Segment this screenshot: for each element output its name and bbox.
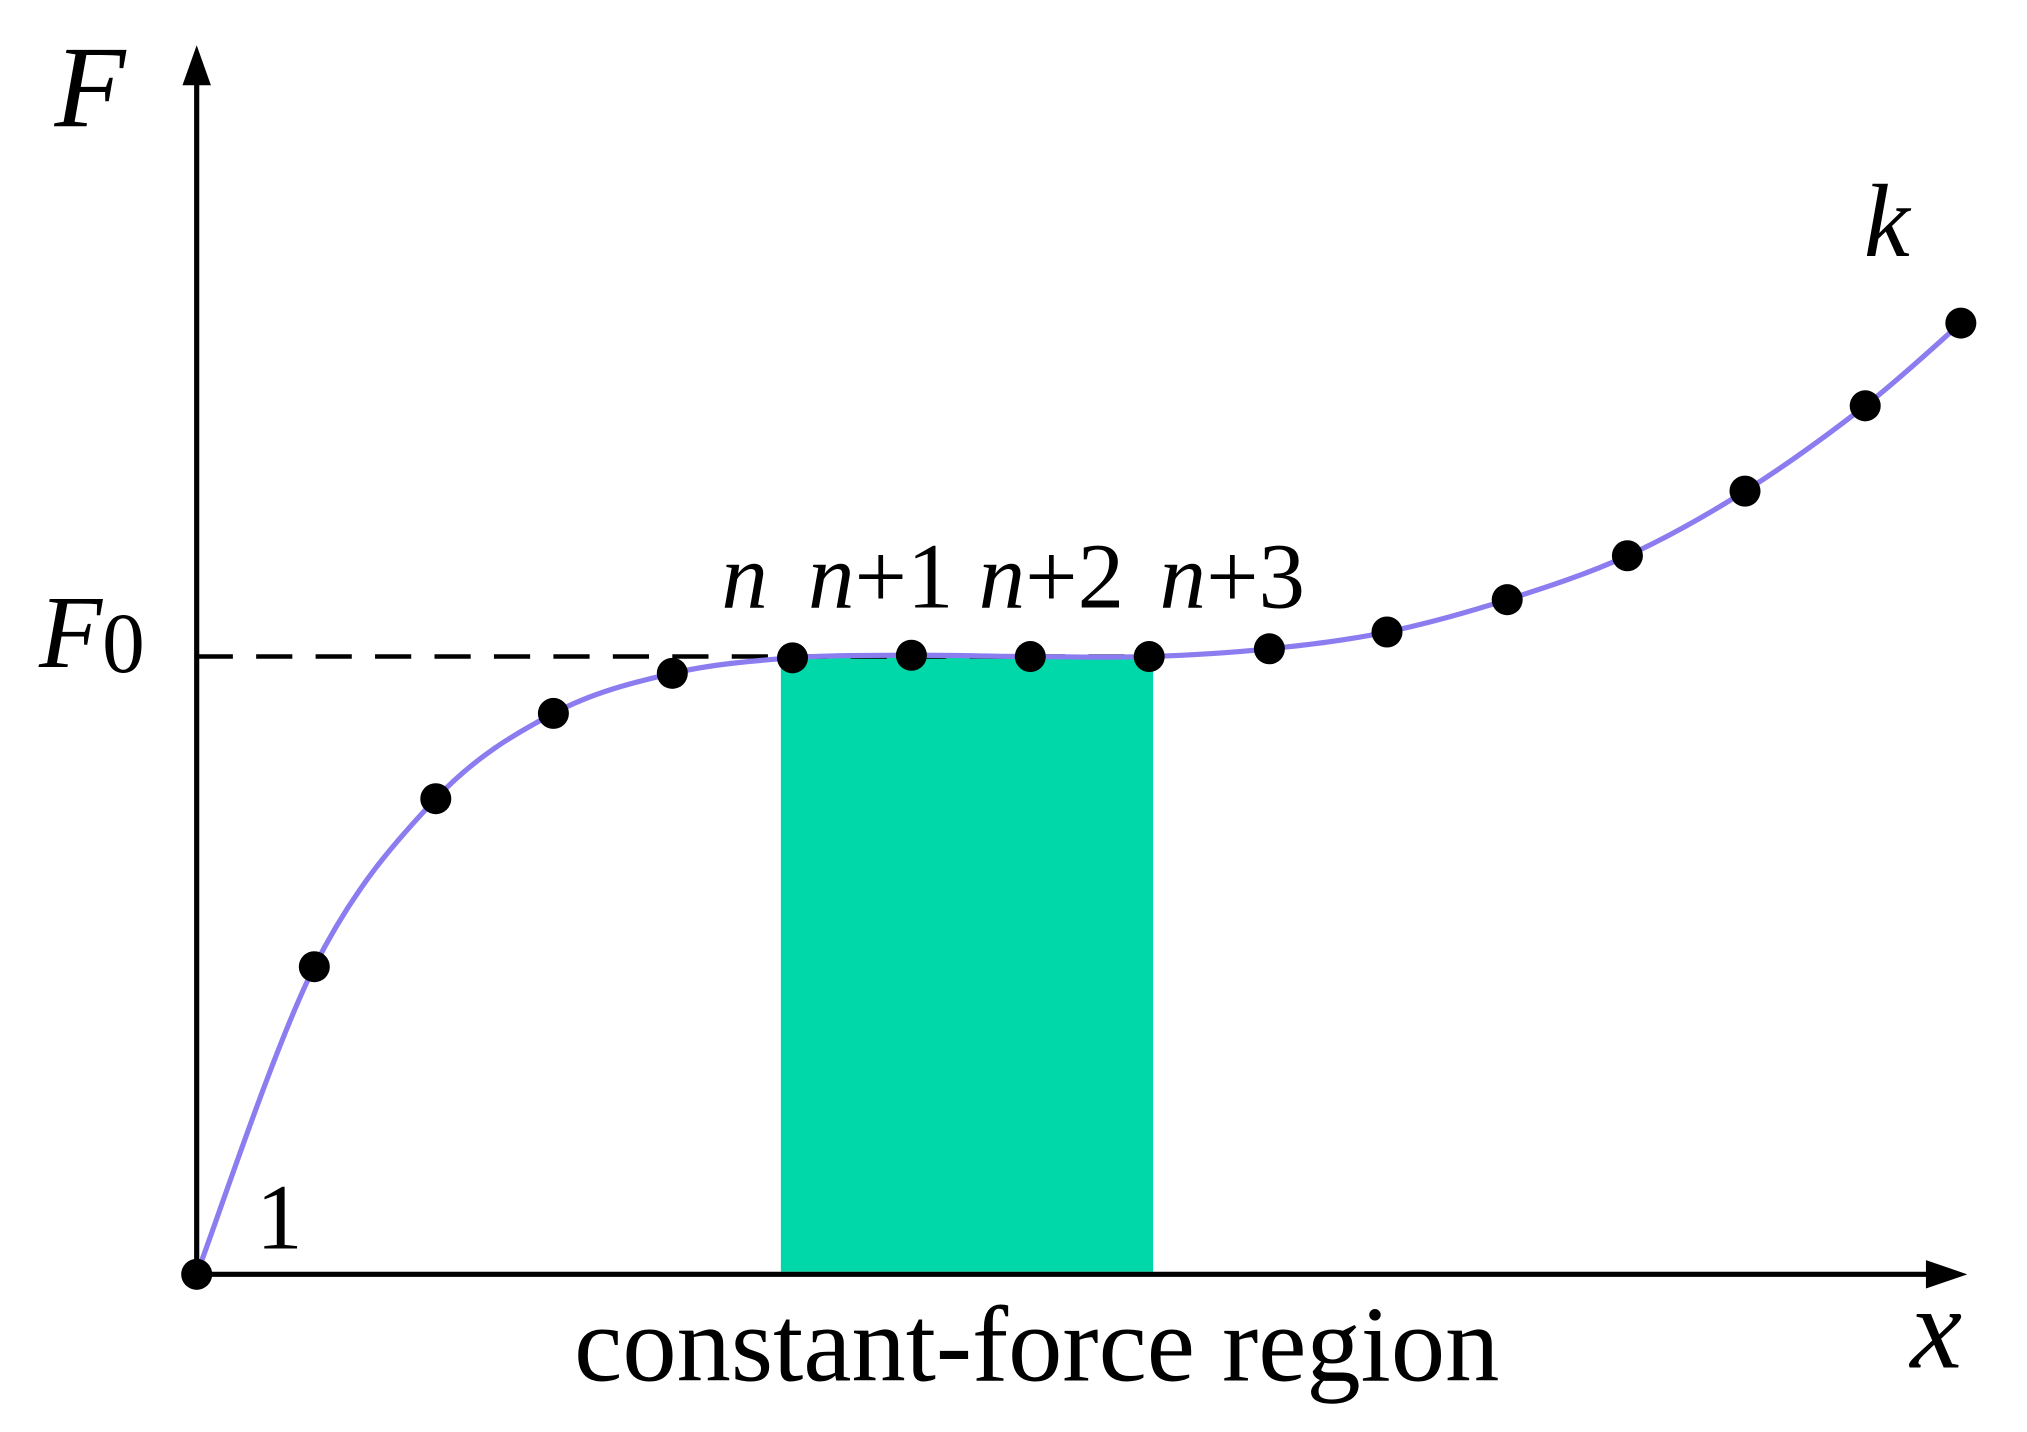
window-labels: n n+1 n+2 n+3 [721,525,1305,628]
x-axis-label: x [1908,1264,1962,1393]
points [181,307,1977,1290]
constant-force-region [780,656,1154,1272]
window-label: n+3 [1160,525,1306,628]
caption: constant-force region [574,1284,1499,1404]
reference-label: F0 [38,576,145,691]
window-var: n [1160,525,1207,628]
point [1253,633,1285,665]
point [1491,584,1523,616]
window-var: n [721,525,768,628]
y-axis-arrow [182,45,211,86]
window-var: n [808,525,855,628]
window-label: n+1 [808,525,954,628]
window-offset: +3 [1206,525,1305,628]
x-axis-arrow [1925,1260,1968,1289]
window-var: n [979,525,1026,628]
point [1945,307,1977,339]
point [1611,540,1643,572]
point [1371,616,1403,648]
point [656,657,688,689]
point [420,783,452,815]
reference-symbol: F [38,576,103,690]
window-offset: +2 [1025,525,1124,628]
first-point-label: 1 [256,1166,303,1269]
window-label: n [721,525,768,628]
point [895,639,927,671]
point [537,697,569,729]
window-offset: +1 [855,525,954,628]
window-label: n+2 [979,525,1125,628]
last-point-label: k [1864,165,1912,279]
point [776,642,809,674]
point [298,951,330,983]
point [1849,390,1881,422]
point [1133,641,1165,673]
point [1729,475,1761,507]
y-axis-label: F [54,24,127,153]
point [1014,641,1046,673]
reference-subscript: 0 [102,597,145,691]
point [181,1258,213,1290]
